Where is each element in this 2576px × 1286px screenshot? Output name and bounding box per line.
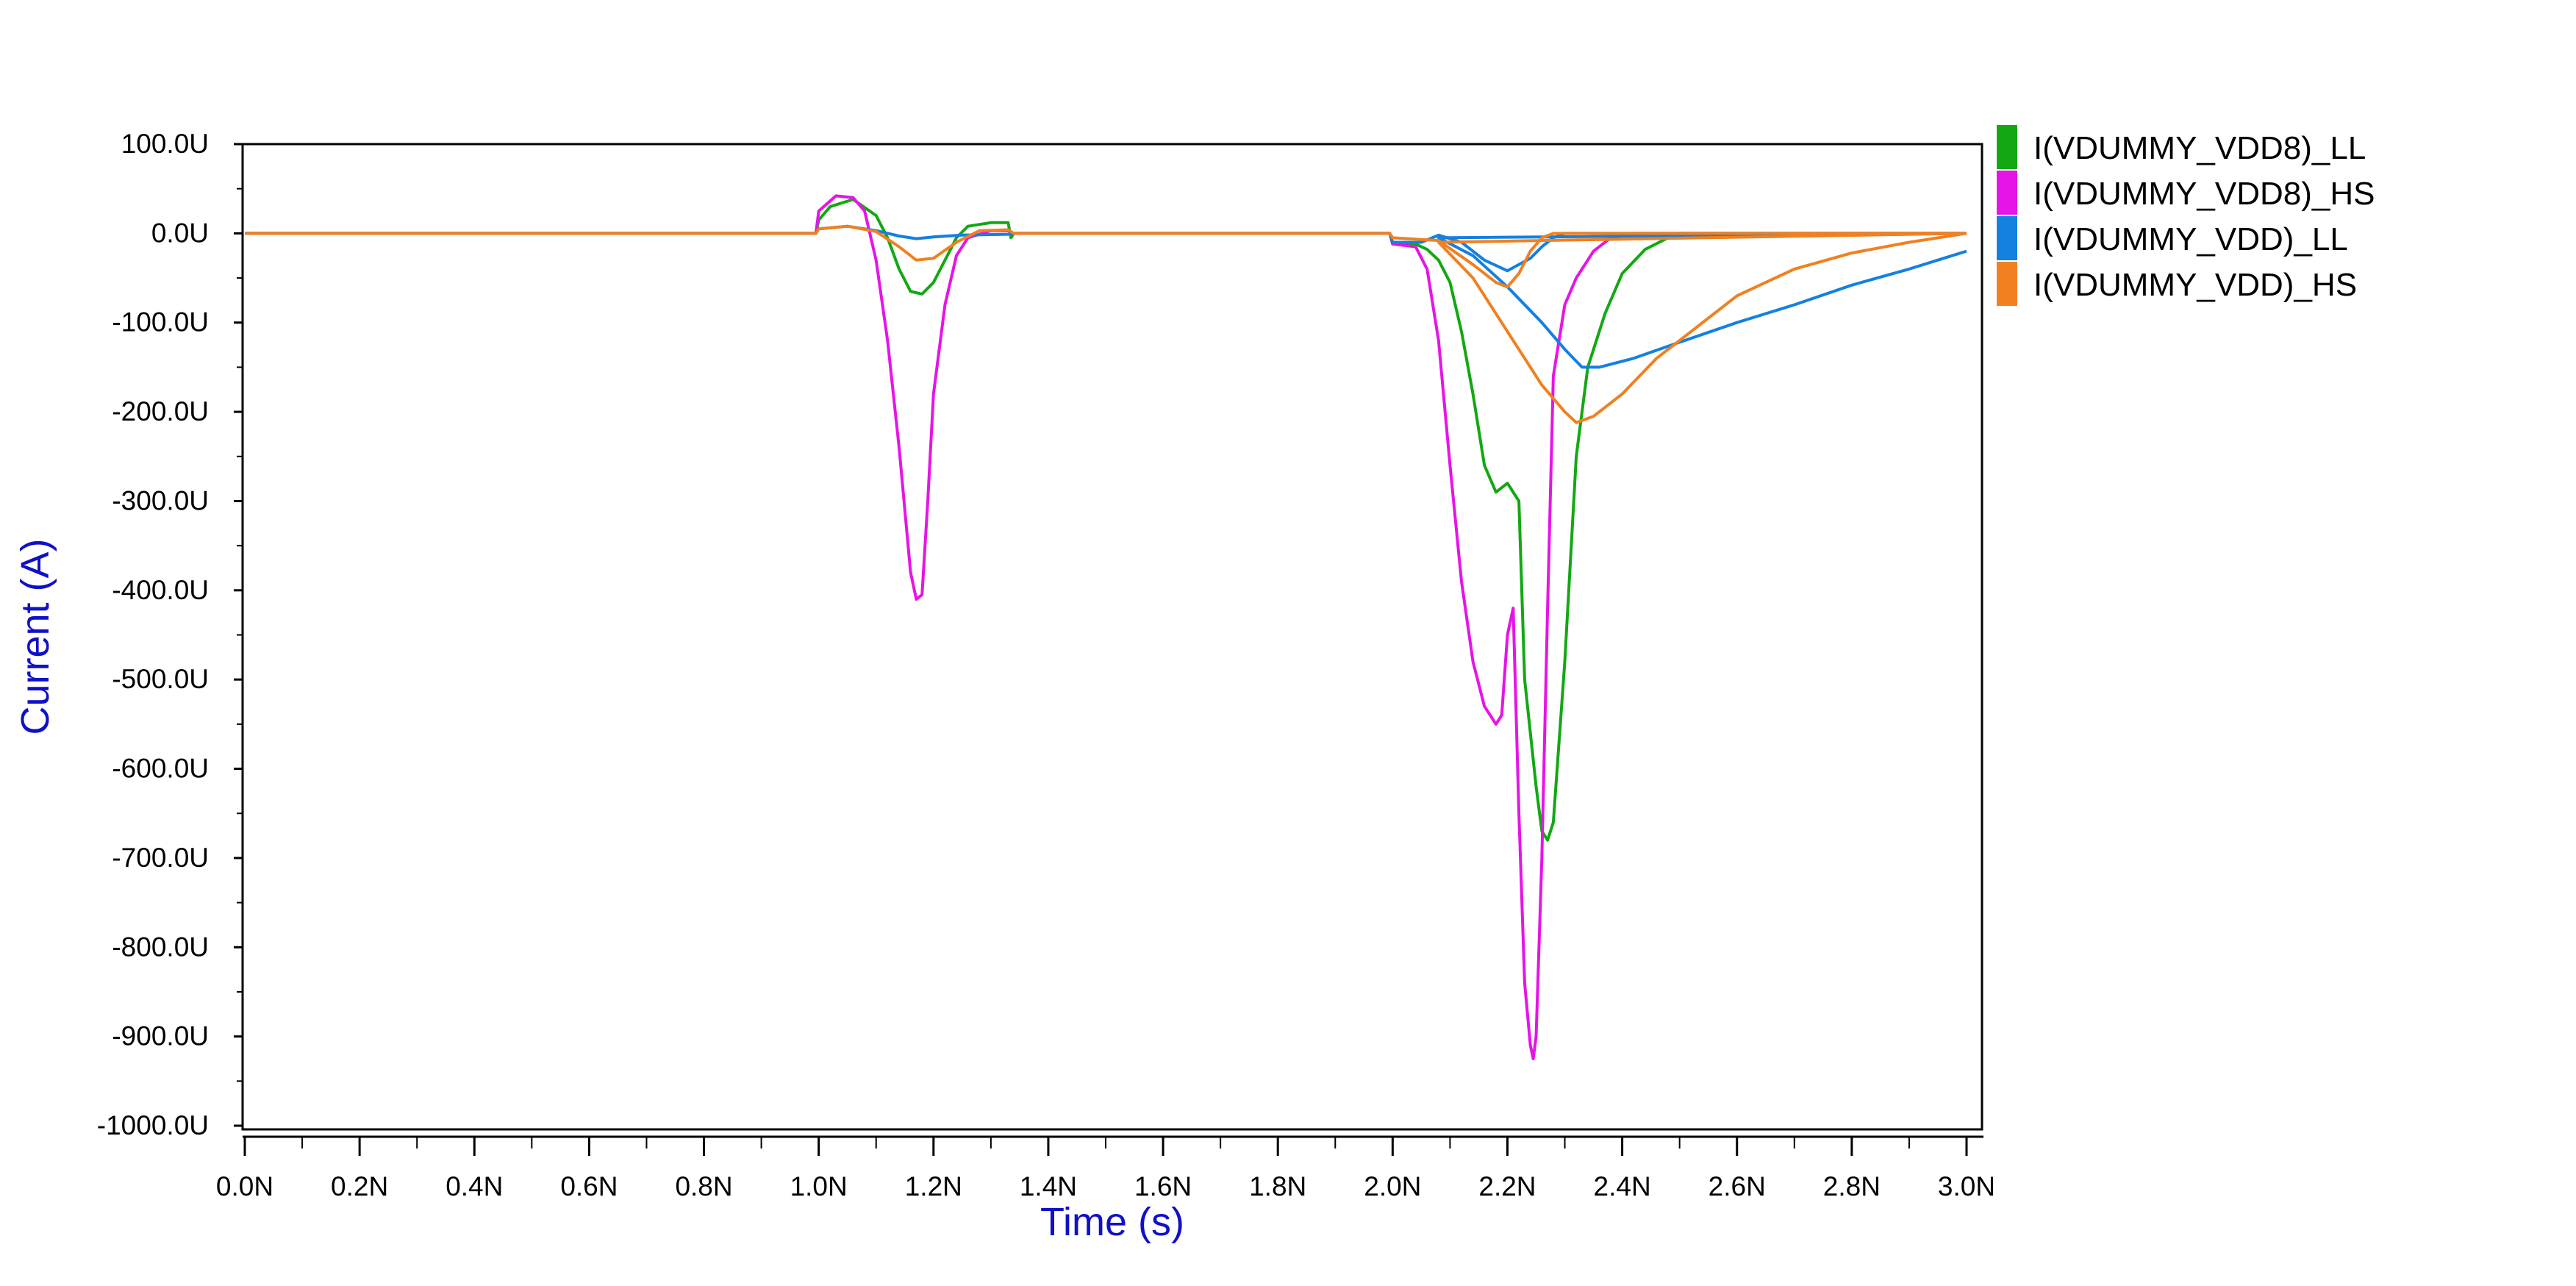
x-tick-label: 0.8N	[675, 1171, 732, 1201]
series-line	[245, 224, 1967, 424]
legend-swatch	[1997, 171, 2017, 215]
x-tick-label: 2.0N	[1364, 1171, 1421, 1201]
y-tick-label: -500.0U	[112, 664, 209, 694]
x-tick-label: 0.6N	[560, 1171, 618, 1201]
y-tick-label: -900.0U	[112, 1021, 209, 1051]
y-tick-label: -100.0U	[112, 307, 209, 337]
legend-label: I(VDUMMY_VDD8)_LL	[2033, 130, 2366, 166]
series-line	[245, 198, 1967, 842]
y-tick-label: -200.0U	[112, 396, 209, 426]
series-line	[245, 224, 1967, 369]
y-tick-label: -300.0U	[112, 485, 209, 515]
x-tick-label: 0.4N	[446, 1171, 503, 1201]
legend-label: I(VDUMMY_VDD8)_HS	[2033, 176, 2375, 212]
x-tick-label: 2.4N	[1594, 1171, 1651, 1201]
x-tick-label: 2.6N	[1709, 1171, 1766, 1201]
legend-swatch	[1997, 216, 2017, 260]
y-tick-label: 100.0U	[121, 129, 209, 159]
y-axis: 100.0U 0.0U -100.0U -200.0U -300.0U -400.0U -5…	[97, 129, 243, 1140]
plot-frame	[241, 143, 1983, 1131]
x-axis: 0.0N 0.2N 0.4N 0.6N 0.8N 1.0N 1.2N 1.4N 1.6N 1.8N…	[216, 1137, 1995, 1201]
x-tick-label: 1.4N	[1020, 1171, 1077, 1201]
series-layer	[245, 194, 1967, 1060]
legend-label: I(VDUMMY_VDD)_HS	[2033, 267, 2357, 303]
y-tick-label: -400.0U	[112, 575, 209, 605]
x-tick-label: 1.2N	[905, 1171, 962, 1201]
series-line	[245, 194, 1967, 1060]
x-tick-label: 1.6N	[1134, 1171, 1192, 1201]
x-tick-label: 0.2N	[331, 1171, 388, 1201]
x-tick-label: 1.0N	[790, 1171, 848, 1201]
x-tick-label: 3.0N	[1938, 1171, 1995, 1201]
x-tick-label: 2.2N	[1478, 1171, 1536, 1201]
legend-label: I(VDUMMY_VDD)_LL	[2033, 221, 2348, 257]
legend: I(VDUMMY_VDD8)_LL I(VDUMMY_VDD8)_HS I(VDUM…	[1997, 125, 2375, 306]
x-axis-title: Time (s)	[1040, 1200, 1184, 1244]
y-tick-label: -600.0U	[112, 754, 209, 784]
x-tick-label: 2.8N	[1823, 1171, 1881, 1201]
y-tick-label: -800.0U	[112, 932, 209, 962]
legend-swatch	[1997, 125, 2017, 169]
y-tick-label: -700.0U	[112, 843, 209, 873]
y-axis-title: Current (A)	[13, 538, 57, 735]
legend-swatch	[1997, 262, 2017, 306]
x-tick-label: 0.0N	[216, 1171, 273, 1201]
y-tick-label: -1000.0U	[97, 1110, 209, 1140]
y-tick-label: 0.0U	[151, 218, 209, 248]
x-tick-label: 1.8N	[1249, 1171, 1306, 1201]
